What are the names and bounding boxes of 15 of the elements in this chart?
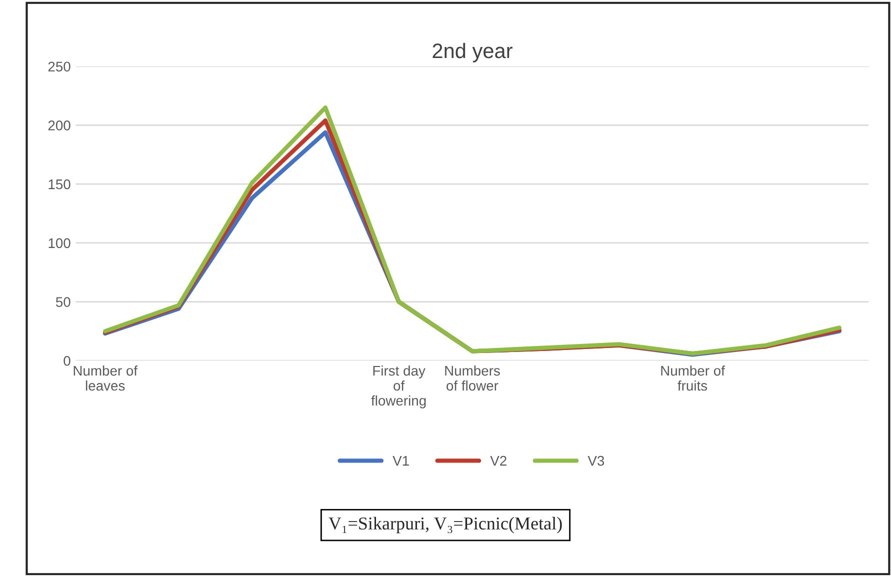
legend-label: V1 <box>392 456 409 466</box>
x-tick-label: Numbers of flower <box>445 365 500 391</box>
x-tick-label: Number of fruits <box>661 365 725 391</box>
legend-label: V3 <box>588 456 604 466</box>
legend-label: V2 <box>490 456 506 466</box>
y-tick-label: 0 <box>64 356 70 366</box>
y-tick-label: 150 <box>48 179 70 190</box>
x-tick-label: First day of flowering <box>371 365 426 408</box>
text: V₁=Sikarpuri, V₃=Picnic(Metal) <box>328 516 562 534</box>
y-tick-label: 200 <box>48 120 70 130</box>
y-tick-label: 100 <box>48 238 70 248</box>
y-tick-label: 250 <box>48 62 70 72</box>
y-tick-label: 50 <box>56 297 70 307</box>
chart-title: 2nd year <box>432 42 512 62</box>
x-tick-label: Number of leaves <box>74 365 138 391</box>
